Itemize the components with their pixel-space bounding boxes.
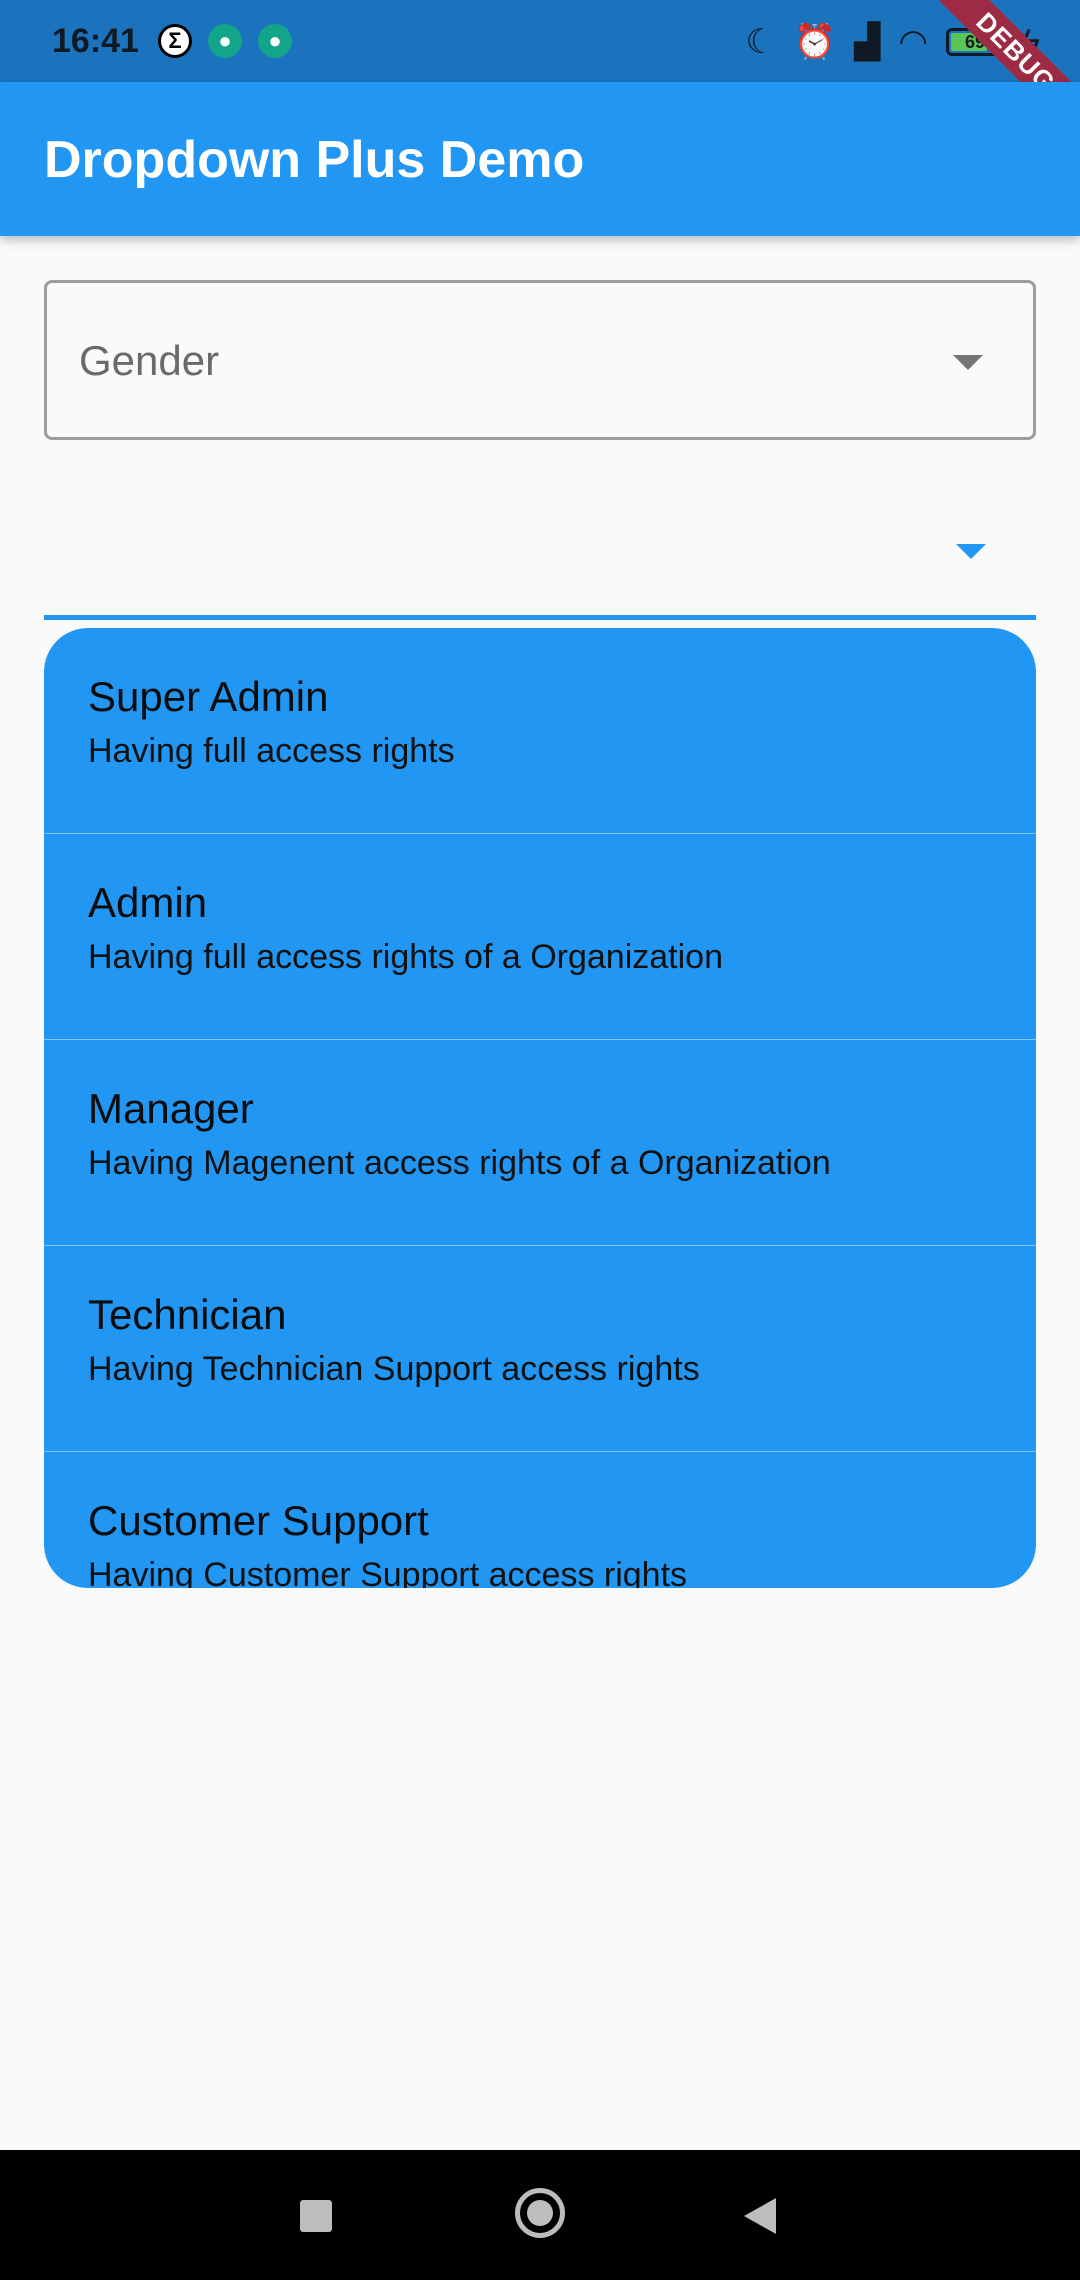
menu-item-title: Customer Support [88, 1497, 429, 1544]
sigma-icon: Σ [158, 24, 192, 58]
gender-dropdown[interactable]: Gender [44, 280, 1036, 440]
menu-item-technician[interactable]: Technician Having Technician Support acc… [44, 1246, 1036, 1452]
signal-icon: ▟ [854, 23, 881, 61]
android-icon: ● [208, 24, 242, 58]
dropdown-menu: Super Admin Having full access rights Ad… [44, 628, 1036, 1588]
charging-icon: ϟ [1022, 22, 1040, 61]
notification-icons: Σ ● ● [158, 24, 292, 58]
status-time: 16:41 [52, 22, 139, 60]
status-bar: 16:41 Σ ● ● ☾ ⏰ ▟ ◠ 69 ϟ [0, 0, 1080, 82]
app-bar: Dropdown Plus Demo [0, 82, 1080, 236]
role-dropdown[interactable] [44, 480, 1036, 620]
menu-item-title: Super Admin [88, 673, 329, 720]
menu-item-title: Technician [88, 1291, 287, 1338]
navigation-bar [0, 2150, 1080, 2280]
home-button[interactable] [515, 2188, 565, 2238]
menu-item-subtitle: Having full access rights of a Organizat… [88, 938, 723, 976]
menu-item-title: Admin [88, 879, 208, 926]
alarm-icon: ⏰ [793, 23, 837, 61]
menu-item-subtitle: Having full access rights [88, 732, 455, 770]
page-title: Dropdown Plus Demo [44, 131, 585, 189]
moon-icon: ☾ [745, 23, 776, 61]
menu-item-subtitle: Having Technician Support access rights [88, 1350, 700, 1388]
android-icon: ● [258, 24, 292, 58]
battery-percent: 69 [964, 32, 986, 52]
chevron-down-icon [953, 355, 983, 370]
back-button[interactable] [744, 2198, 776, 2234]
menu-item-manager[interactable]: Manager Having Magenent access rights of… [44, 1040, 1036, 1246]
recents-button[interactable] [300, 2200, 332, 2232]
menu-item-admin[interactable]: Admin Having full access rights of a Org… [44, 834, 1036, 1040]
battery-icon: 69 [946, 28, 1004, 56]
menu-item-subtitle: Having Customer Support access rights [88, 1556, 688, 1588]
menu-item-subtitle: Having Magenent access rights of a Organ… [88, 1144, 831, 1182]
menu-item-super-admin[interactable]: Super Admin Having full access rights [44, 628, 1036, 834]
chevron-down-icon [956, 544, 986, 559]
gender-label: Gender [79, 337, 220, 384]
menu-item-customer-support[interactable]: Customer Support Having Customer Support… [44, 1452, 1036, 1588]
system-icons: ☾ ⏰ ▟ ◠ 69 ϟ [745, 22, 1040, 62]
wifi-icon: ◠ [898, 23, 928, 61]
menu-item-title: Manager [88, 1085, 254, 1132]
